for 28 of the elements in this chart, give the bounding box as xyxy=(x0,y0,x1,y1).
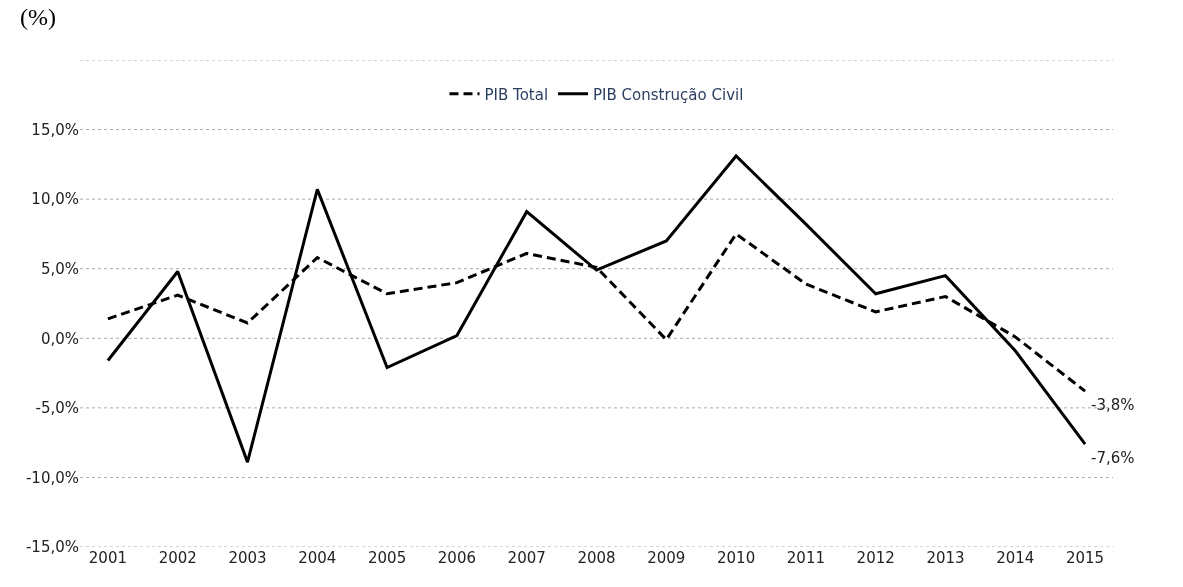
y-tick-label: -15,0% xyxy=(25,538,79,557)
x-tick-label: 2007 xyxy=(507,549,546,567)
x-tick-label: 2010 xyxy=(717,549,756,567)
x-tick-label: 2001 xyxy=(88,549,128,567)
annotation: -7,6% xyxy=(1091,449,1135,467)
legend-label: PIB Construção Civil xyxy=(593,85,744,104)
x-tick-label: 2005 xyxy=(368,549,407,567)
x-tick-label: 2011 xyxy=(786,549,825,567)
x-tick-label: 2004 xyxy=(298,549,337,567)
x-tick-label: 2013 xyxy=(926,549,965,567)
y-tick-label: 10,0% xyxy=(31,190,79,209)
x-tick-label: 2015 xyxy=(1065,549,1105,567)
y-tick-label: -10,0% xyxy=(25,468,79,487)
x-tick-label: 2012 xyxy=(856,549,895,567)
y-tick-label: -5,0% xyxy=(35,399,79,418)
x-tick-label: 2006 xyxy=(437,549,476,567)
x-tick-label: 2003 xyxy=(228,549,267,567)
line-series xyxy=(106,154,1087,464)
x-tick-label: 2014 xyxy=(996,549,1035,567)
x-tick-label: 2009 xyxy=(647,549,686,567)
legend-label: PIB Total xyxy=(484,85,549,104)
y-tick-label: 5,0% xyxy=(40,259,79,278)
y-tick-label: 0,0% xyxy=(40,329,79,348)
y-tick-label: 15,0% xyxy=(31,120,79,139)
x-tick-label: 2008 xyxy=(577,549,616,567)
annotation: -3,8% xyxy=(1091,396,1135,414)
y-axis-title: (%) xyxy=(20,4,56,30)
x-tick-label: 2002 xyxy=(158,549,197,567)
